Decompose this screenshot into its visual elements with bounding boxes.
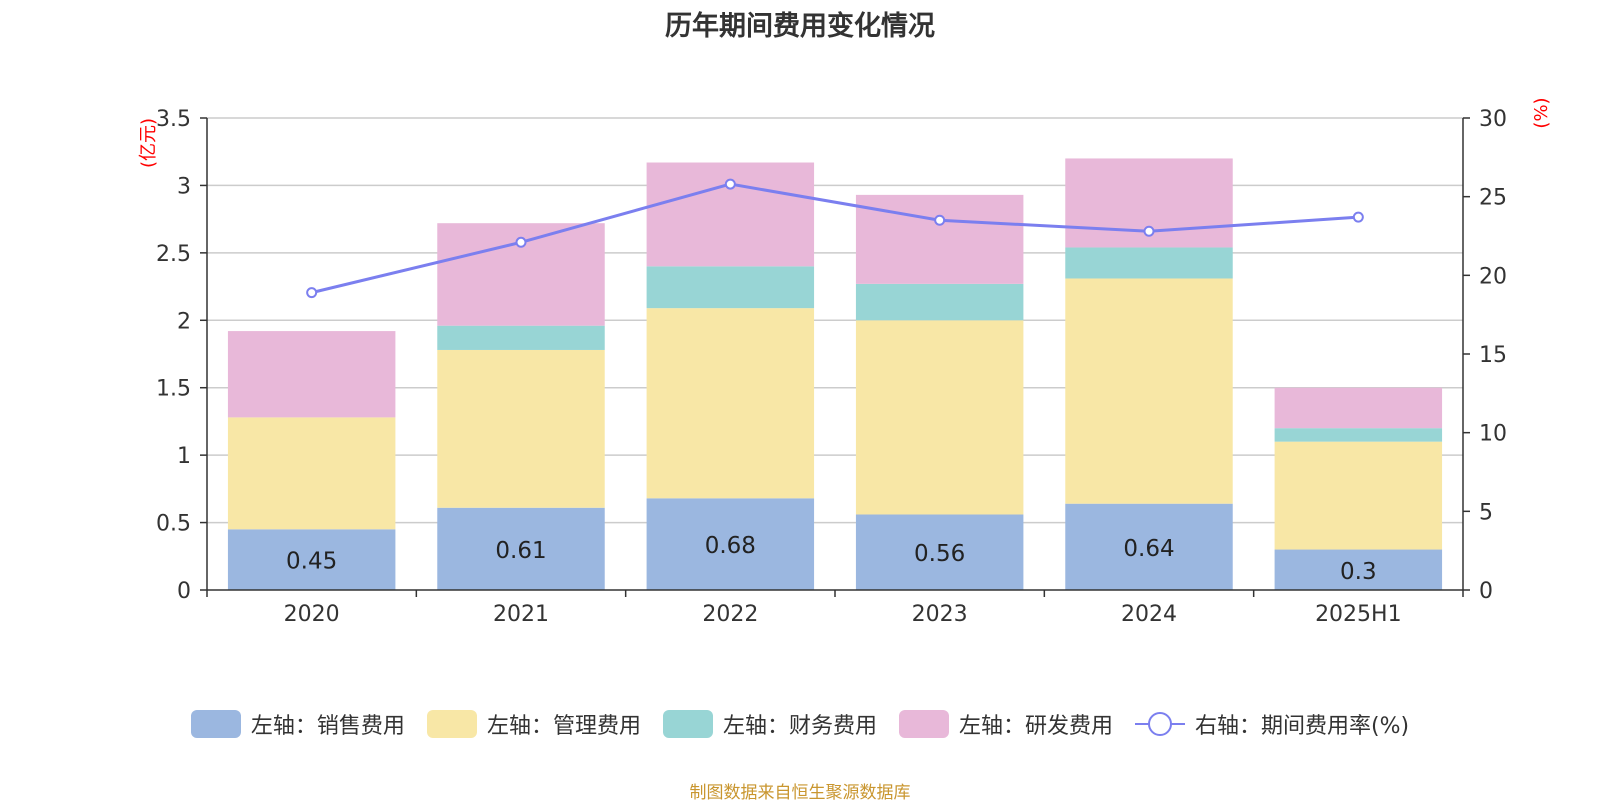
right-axis-tick-label: 5: [1479, 500, 1493, 525]
legend-item-admin[interactable]: 左轴：管理费用: [426, 708, 641, 740]
bar-data-label: 0.64: [1123, 536, 1174, 562]
bar-segment: [646, 266, 815, 309]
x-axis-tick-label: 2020: [284, 602, 340, 627]
chart-legend: 左轴：销售费用 左轴：管理费用 左轴：财务费用 左轴：研发费用 右轴：期间费用率…: [0, 704, 1600, 744]
expense-rate-point: [934, 214, 946, 226]
legend-swatch-sales: [190, 710, 241, 738]
bar-segment: [227, 529, 396, 590]
left-axis-tick-label: 1: [177, 444, 191, 469]
legend-item-finance[interactable]: 左轴：财务费用: [662, 708, 877, 740]
bar-segment: [855, 514, 1024, 590]
expense-rate-point: [1352, 211, 1364, 223]
expense-rate-point: [1143, 225, 1155, 237]
chart-canvas: 0 0.5 1 1.5 2 2.5 3 3.5 0 5 10 15 20 25 30 (亿元) (%) 0.45 2…: [138, 97, 1552, 627]
bar-segment: [646, 162, 815, 267]
expense-rate-point: [306, 287, 318, 299]
legend-label-expense-rate: 右轴：期间费用率(%): [1194, 714, 1410, 739]
bar-segment: [1065, 278, 1233, 504]
right-axis-unit-label: (%): [1531, 97, 1552, 128]
bar-segment: [1274, 387, 1443, 429]
expense-rate-point: [515, 236, 527, 248]
right-axis-tick-label: 15: [1479, 343, 1507, 368]
right-axis-tick-label: 20: [1479, 264, 1507, 289]
legend-item-rnd[interactable]: 左轴：研发费用: [898, 708, 1113, 740]
legend-label-rnd: 左轴：研发费用: [958, 714, 1113, 739]
bar-segment: [227, 417, 396, 530]
legend-swatch-finance: [662, 710, 713, 738]
right-axis-tick-label: 30: [1479, 107, 1507, 132]
bar-segment: [855, 283, 1024, 321]
bar-data-label: 0.45: [286, 549, 337, 575]
bar-segment: [227, 331, 396, 418]
right-axis-tick-label: 0: [1479, 579, 1493, 604]
bar-segment: [437, 349, 605, 508]
bar-segment: [437, 325, 605, 350]
left-axis-unit-label: (亿元): [138, 118, 159, 168]
bar-segment: [646, 498, 815, 590]
legend-item-sales[interactable]: 左轴：销售费用: [190, 708, 405, 740]
legend-swatch-admin: [426, 710, 477, 738]
bar-segment: [1274, 549, 1443, 590]
legend-label-sales: 左轴：销售费用: [250, 714, 405, 739]
data-source-note: 制图数据来自恒生聚源数据库: [689, 783, 911, 803]
x-axis-tick-label: 2024: [1121, 602, 1177, 627]
left-axis-tick-label: 0.5: [156, 512, 191, 537]
expense-rate-line: [311, 182, 1359, 295]
left-axis-tick-label: 3: [177, 174, 191, 199]
legend-swatch-rnd: [898, 710, 949, 738]
bar-data-label: 0.56: [914, 541, 965, 567]
left-axis-tick-label: 1.5: [156, 377, 191, 402]
bar-segment: [1065, 503, 1233, 590]
bar-segment: [437, 507, 605, 590]
right-axis-tick-label: 10: [1479, 422, 1507, 447]
x-axis-tick-label: 2023: [912, 602, 968, 627]
left-axis-tick-label: 0: [177, 579, 191, 604]
x-axis-tick-label: 2021: [493, 602, 549, 627]
bar-segment: [646, 308, 815, 499]
x-axis-tick-label: 2022: [702, 602, 758, 627]
bar-segment: [1274, 441, 1443, 550]
legend-label-finance: 左轴：财务费用: [722, 714, 877, 739]
bar-segment: [855, 194, 1024, 284]
bar-segment: [1274, 428, 1443, 442]
bar-data-label: 0.68: [705, 533, 756, 559]
bar-data-label: 0.61: [495, 538, 546, 564]
left-axis-tick-label: 2: [177, 309, 191, 334]
bar-data-label: 0.3: [1340, 559, 1377, 585]
legend-label-admin: 左轴：管理费用: [486, 714, 641, 739]
left-axis-tick-label: 3.5: [156, 107, 191, 132]
chart-title: 历年期间费用变化情况: [665, 11, 935, 42]
bar-segment: [855, 320, 1024, 515]
expense-rate-point: [724, 178, 736, 190]
bar-segment: [1065, 247, 1233, 279]
legend-item-expense-rate[interactable]: 右轴：期间费用率(%): [1134, 708, 1410, 740]
x-axis-tick-label: 2025H1: [1315, 602, 1402, 627]
legend-swatch-expense-rate: [1134, 710, 1185, 738]
right-axis-tick-label: 25: [1479, 186, 1507, 211]
left-axis-tick-label: 2.5: [156, 242, 191, 267]
